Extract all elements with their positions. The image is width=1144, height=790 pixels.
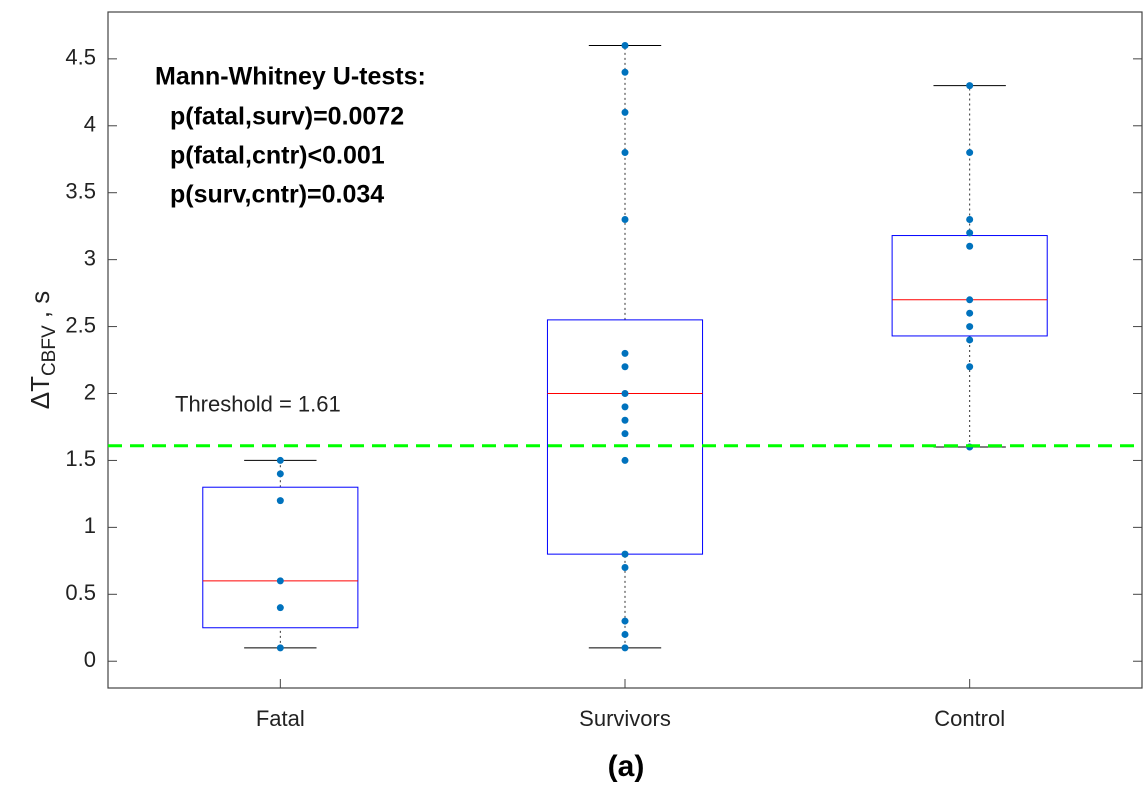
- box: [202, 486, 359, 629]
- y-tick-label: 2: [84, 379, 96, 404]
- annotation: p(fatal,surv)=0.0072: [170, 103, 404, 131]
- annotation: Mann-Whitney U-tests:: [155, 63, 426, 91]
- data-point: [621, 349, 629, 357]
- data-point: [621, 215, 629, 223]
- y-tick-label: 0.5: [65, 580, 96, 605]
- box: [891, 235, 1048, 337]
- data-point: [621, 644, 629, 652]
- annotation: p(surv,cntr)=0.034: [170, 181, 384, 209]
- y-tick-label: 3: [84, 245, 96, 270]
- data-point: [621, 108, 629, 116]
- data-point: [276, 577, 284, 585]
- annotation: p(fatal,cntr)<0.001: [170, 142, 385, 170]
- data-point: [276, 470, 284, 478]
- data-point: [621, 617, 629, 625]
- x-tick-label: Control: [934, 706, 1005, 731]
- caption: (a): [608, 750, 645, 783]
- data-point: [966, 296, 974, 304]
- data-point: [621, 403, 629, 411]
- y-tick-label: 4.5: [65, 45, 96, 70]
- y-tick-label: 1.5: [65, 446, 96, 471]
- data-point: [276, 497, 284, 505]
- data-point: [621, 456, 629, 464]
- data-point: [966, 363, 974, 371]
- data-point: [966, 336, 974, 344]
- threshold-label: Threshold = 1.61: [175, 392, 341, 417]
- data-point: [621, 430, 629, 438]
- data-point: [966, 242, 974, 250]
- y-tick-label: 1: [84, 513, 96, 538]
- y-tick-label: 0: [84, 647, 96, 672]
- data-point: [621, 564, 629, 572]
- y-tick-label: 4: [84, 112, 96, 137]
- data-point: [966, 309, 974, 317]
- data-point: [621, 41, 629, 49]
- x-tick-label: Fatal: [256, 706, 305, 731]
- data-point: [966, 82, 974, 90]
- data-point: [621, 630, 629, 638]
- data-point: [276, 604, 284, 612]
- data-point: [966, 229, 974, 237]
- data-point: [966, 323, 974, 331]
- y-label-unit: , s: [25, 291, 55, 326]
- data-point: [621, 68, 629, 76]
- y-tick-label: 2.5: [65, 312, 96, 337]
- y-label-main: ΔT: [25, 376, 55, 409]
- data-point: [621, 363, 629, 371]
- data-point: [966, 215, 974, 223]
- data-point: [621, 390, 629, 398]
- data-point: [621, 416, 629, 424]
- data-point: [621, 550, 629, 558]
- data-point: [276, 456, 284, 464]
- y-tick-label: 3.5: [65, 179, 96, 204]
- y-axis-label: ΔTCBFV , s: [25, 291, 60, 410]
- data-point: [966, 149, 974, 157]
- y-label-sub: CBFV: [39, 325, 60, 376]
- data-point: [621, 149, 629, 157]
- x-tick-label: Survivors: [579, 706, 671, 731]
- data-point: [276, 644, 284, 652]
